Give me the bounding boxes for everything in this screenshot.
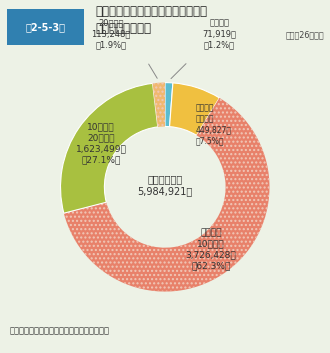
Wedge shape <box>165 83 173 127</box>
Text: （平成26年中）: （平成26年中） <box>285 30 324 39</box>
Text: 救急自動車による現場到着所要時間
別出動件数の状況: 救急自動車による現場到着所要時間 別出動件数の状況 <box>96 5 208 35</box>
FancyBboxPatch shape <box>7 9 84 45</box>
Text: 20分以上
113,248件
（1.9%）: 20分以上 113,248件 （1.9%） <box>91 18 130 49</box>
Text: ３分以上
５分未満
449,827件
（7.5%）: ３分以上 ５分未満 449,827件 （7.5%） <box>196 103 232 145</box>
Text: （備考）「救急業務実施状況調」により作成: （備考）「救急業務実施状況調」により作成 <box>10 327 110 335</box>
Text: 第2-5-3図: 第2-5-3図 <box>25 22 65 32</box>
Wedge shape <box>60 83 158 213</box>
Wedge shape <box>170 83 219 135</box>
Text: 10分以上
20分未満
1,623,499件
（27.1%）: 10分以上 20分未満 1,623,499件 （27.1%） <box>76 122 127 164</box>
Wedge shape <box>64 98 270 292</box>
Text: ５分以上
10分未満
3,726,428件
（62.3%）: ５分以上 10分未満 3,726,428件 （62.3%） <box>186 228 236 270</box>
Text: ３分未満
71,919件
（1.2%）: ３分未満 71,919件 （1.2%） <box>202 18 236 49</box>
Wedge shape <box>152 83 165 127</box>
Text: 救急出動件数
5,984,921件: 救急出動件数 5,984,921件 <box>137 174 193 196</box>
